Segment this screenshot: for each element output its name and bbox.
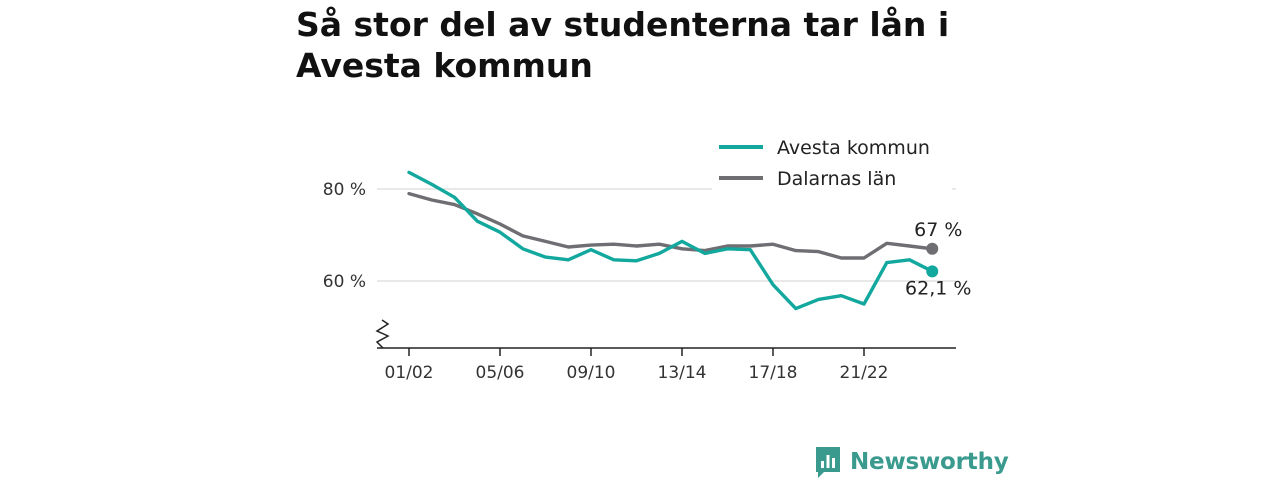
x-tick-label: 09/10: [567, 363, 616, 383]
legend-background: [712, 133, 952, 193]
series-lines: [407, 170, 934, 311]
chart-title: Så stor del av studenterna tar lån i Ave…: [296, 5, 950, 85]
axis-break-icon: [375, 319, 390, 349]
legend-label: Dalarnas län: [777, 168, 896, 190]
x-tick-label: 13/14: [658, 363, 707, 383]
legend-label: Avesta kommun: [777, 137, 930, 159]
brand-logo: Newsworthy: [814, 444, 1009, 480]
x-axis: [375, 319, 956, 349]
end-label-dalarna: 67 %: [914, 219, 962, 241]
x-tick-label: 01/02: [385, 363, 434, 383]
x-tick-label: 17/18: [749, 363, 798, 383]
legend: Avesta kommun Dalarnas län: [712, 133, 952, 193]
brand-name: Newsworthy: [850, 449, 1009, 475]
x-tick-label: 05/06: [476, 363, 525, 383]
x-tick-label: 21/22: [840, 363, 889, 383]
x-axis-ticks: 01/02 05/06 09/10 13/14 17/18 21/22: [385, 348, 889, 383]
y-tick-label: 60 %: [323, 272, 366, 292]
y-axis-tick-labels: 60 % 80 %: [323, 180, 366, 292]
end-point-avesta: [926, 265, 939, 278]
end-label-avesta: 62,1 %: [905, 277, 971, 299]
gridlines: [377, 188, 956, 282]
y-tick-label: 80 %: [323, 180, 366, 200]
end-markers: 67 % 62,1 %: [905, 219, 971, 300]
end-point-dalarna: [926, 242, 939, 255]
series-line-avesta: [407, 170, 934, 311]
newsworthy-logo-icon: [816, 447, 840, 478]
